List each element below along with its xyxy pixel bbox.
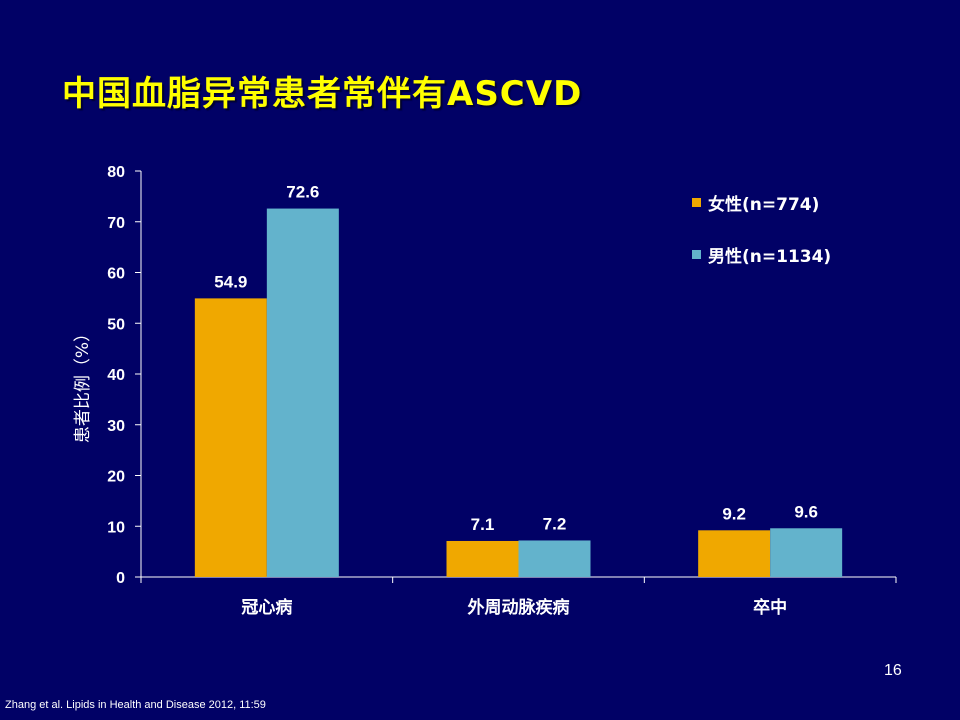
- citation: Zhang et al. Lipids in Health and Diseas…: [5, 699, 266, 711]
- bar-female: [698, 530, 771, 577]
- legend-label: 女性(n=774): [708, 194, 819, 215]
- y-tick-label: 70: [107, 215, 125, 232]
- bar-female: [194, 298, 267, 577]
- slide-title: 中国血脂异常患者常伴有ASCVD: [62, 74, 583, 114]
- data-label: 54.9: [214, 272, 247, 291]
- y-tick-label: 80: [107, 164, 125, 181]
- y-tick-label: 60: [107, 266, 125, 283]
- bar-male: [518, 540, 591, 577]
- y-tick-label: 30: [107, 418, 125, 435]
- data-label: 7.1: [471, 515, 495, 534]
- y-axis-label: 患者比例（%）: [73, 325, 93, 443]
- bar-female: [446, 540, 519, 577]
- y-tick-label: 0: [116, 570, 125, 587]
- bar-male: [770, 528, 843, 577]
- y-tick-label: 20: [107, 469, 125, 486]
- data-label: 72.6: [286, 183, 319, 202]
- legend-swatch: [692, 198, 701, 207]
- x-category-label: 冠心病: [241, 597, 292, 618]
- bar-male: [266, 208, 339, 577]
- legend-label: 男性(n=1134): [708, 246, 831, 267]
- x-category-label: 卒中: [753, 597, 787, 618]
- page-number: 16: [884, 662, 902, 679]
- data-label: 7.2: [543, 514, 567, 533]
- data-label: 9.6: [794, 502, 818, 521]
- y-tick-label: 50: [107, 316, 125, 333]
- legend-swatch: [692, 250, 701, 259]
- data-label: 9.2: [722, 504, 746, 523]
- x-category-label: 外周动脉疾病: [468, 597, 570, 618]
- y-tick-label: 40: [107, 367, 125, 384]
- y-tick-label: 10: [107, 519, 125, 536]
